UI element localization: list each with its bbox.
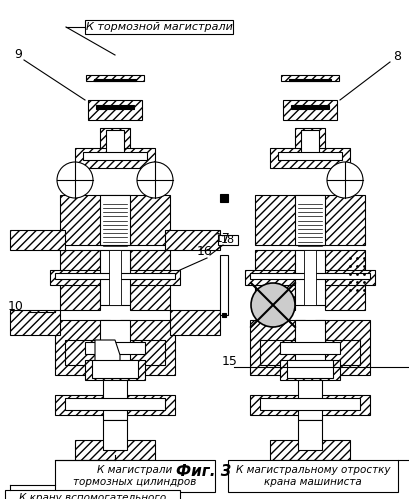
Text: К магистрали
тормозных цилиндров: К магистрали тормозных цилиндров [73,465,197,487]
Bar [255,250,295,310]
Bar [295,195,325,245]
Bar [255,195,310,245]
Text: К крану вспомогательного
тормоза: К крану вспомогательного тормоза [19,493,166,499]
Circle shape [251,283,295,327]
Bar [304,250,316,305]
Bar [60,250,100,310]
Bar [295,320,325,370]
Bar [298,420,322,450]
Bar [260,340,360,365]
Bar [106,130,124,158]
Bar [220,194,228,202]
Bar [270,148,350,168]
Bar [88,100,142,120]
Bar [103,420,127,450]
Bar [250,273,370,279]
Bar [96,105,134,109]
Bar [75,148,155,168]
Bar [55,395,175,415]
Bar [280,360,340,380]
Bar [165,230,220,250]
Circle shape [57,162,93,198]
Bar [289,79,331,81]
Bar [325,250,365,310]
Bar [55,273,175,279]
Bar [220,255,228,315]
Bar [280,342,340,354]
Text: К магистральному отростку
крана машиниста: К магистральному отростку крана машинист… [236,465,390,487]
Bar [250,395,370,415]
Text: Фиг. 3: Фиг. 3 [176,464,231,479]
Bar [100,250,130,305]
Bar [295,250,325,305]
Bar [94,79,136,81]
Bar [218,235,238,245]
Bar [228,460,398,492]
Bar [120,320,175,375]
Bar [222,313,226,317]
Bar [245,270,375,285]
Bar [301,130,319,158]
Bar [85,360,145,380]
Bar [170,310,220,335]
Bar [83,152,147,160]
Bar [65,340,165,365]
Bar [295,128,325,158]
Bar [260,398,360,410]
Bar [250,320,305,375]
Bar [100,320,130,370]
Bar [55,320,110,375]
Bar [65,398,165,410]
Bar [115,195,170,245]
Bar [10,310,60,335]
Polygon shape [95,340,120,365]
Bar [85,20,233,34]
Bar [100,195,130,245]
Bar [315,320,370,375]
Bar [5,490,180,499]
Bar [310,195,365,245]
Bar [86,75,144,81]
Bar [291,105,329,109]
Bar [130,250,170,310]
Bar [100,128,130,158]
Text: 16: 16 [197,245,213,258]
Text: 8: 8 [393,50,401,63]
Bar [278,152,342,160]
Bar [287,360,333,378]
Text: К тормозной магистрали: К тормозной магистрали [85,22,232,32]
Bar [85,342,145,354]
Bar [75,440,155,460]
Text: 18: 18 [221,235,235,245]
Circle shape [137,162,173,198]
Bar [60,195,115,245]
Bar [103,380,127,420]
Bar [92,360,138,378]
Text: 9: 9 [14,48,22,61]
Bar [55,460,215,492]
Bar [10,230,65,250]
Bar [298,380,322,420]
Bar [281,75,339,81]
Text: 17: 17 [215,232,231,245]
Bar [270,440,350,460]
Circle shape [327,162,363,198]
Text: 15: 15 [222,355,238,368]
Bar [283,100,337,120]
Text: 10: 10 [8,300,24,313]
Bar [50,270,180,285]
Bar [109,250,121,305]
